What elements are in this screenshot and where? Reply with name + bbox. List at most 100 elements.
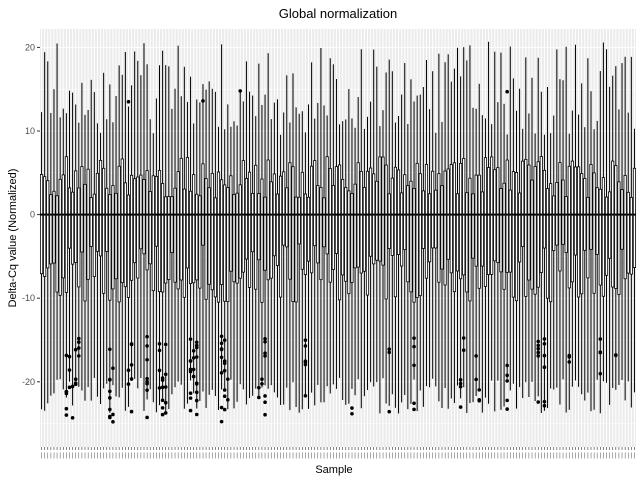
box	[126, 194, 131, 298]
x-tick-label: |	[510, 453, 512, 459]
box	[462, 158, 466, 276]
outlier-point	[126, 368, 131, 373]
x-tick-label: |	[482, 453, 484, 459]
box	[123, 182, 127, 288]
x-tick-label: |	[143, 453, 145, 459]
x-tick-label: |	[553, 453, 555, 459]
box	[359, 171, 363, 274]
x-tick-label: |	[205, 453, 207, 459]
outlier-point	[303, 362, 308, 367]
outlier-point	[536, 354, 541, 358]
box	[111, 185, 115, 290]
box	[254, 164, 258, 290]
box	[465, 192, 469, 293]
outlier-point	[461, 348, 466, 352]
outlier-point	[260, 377, 264, 381]
box	[629, 197, 633, 275]
x-tick-label: |	[159, 453, 161, 459]
outlier-point	[191, 367, 196, 372]
x-tick-label: |	[280, 453, 282, 459]
outlier-point	[111, 366, 115, 370]
outlier-point	[219, 334, 224, 339]
x-tick-label: |	[134, 453, 136, 459]
box	[421, 190, 425, 249]
box	[403, 174, 407, 251]
x-tick-label: |	[568, 453, 570, 459]
outlier-point	[458, 384, 463, 389]
box	[266, 159, 270, 281]
box	[372, 173, 376, 265]
box	[102, 167, 106, 294]
box	[434, 189, 438, 249]
box	[316, 185, 320, 264]
box	[486, 167, 491, 275]
box	[43, 176, 47, 277]
box	[151, 175, 155, 292]
outlier-point	[350, 406, 354, 410]
outlier-point	[260, 381, 264, 386]
x-tick-label: |	[308, 453, 310, 459]
x-tick-label: |	[320, 453, 322, 459]
outlier-point	[188, 396, 193, 400]
box	[229, 175, 233, 272]
x-tick-label: |	[317, 453, 319, 459]
x-tick-label: |	[603, 453, 605, 459]
box	[64, 156, 68, 293]
box	[98, 160, 103, 257]
x-tick-label: |	[572, 453, 574, 459]
x-tick-label: |	[87, 453, 89, 459]
x-tick-label: |	[578, 453, 580, 459]
box	[567, 165, 571, 289]
box	[220, 179, 224, 285]
x-tick-label: |	[435, 453, 437, 459]
box	[384, 164, 388, 300]
x-tick-label: |	[565, 453, 567, 459]
outlier-point	[387, 350, 392, 355]
x-tick-label: |	[128, 453, 130, 459]
x-tick-label: |	[342, 453, 344, 459]
x-tick-label: |	[286, 453, 288, 459]
outlier-point	[505, 407, 509, 411]
outlier-point	[73, 347, 78, 352]
box	[130, 174, 134, 281]
x-tick-label: |	[140, 453, 142, 459]
box	[192, 174, 196, 284]
outlier-point	[477, 398, 482, 402]
x-tick-label: |	[218, 453, 220, 459]
box	[105, 187, 109, 252]
outlier-point	[163, 372, 168, 377]
y-axis-title: Delta-Cq value (Normalized)	[7, 169, 19, 308]
x-tick-label: |	[404, 453, 406, 459]
box	[313, 160, 317, 247]
outlier-point	[160, 385, 165, 390]
outlier-point	[67, 368, 72, 372]
outlier-point	[70, 384, 75, 389]
outlier-point	[505, 398, 509, 403]
outlier-point	[536, 346, 541, 351]
x-tick-label: |	[426, 453, 428, 459]
box	[393, 166, 397, 298]
x-tick-label: |	[81, 453, 83, 459]
x-tick-label: |	[227, 453, 229, 459]
x-tick-label: |	[460, 453, 462, 459]
box	[285, 187, 289, 248]
box	[542, 169, 546, 249]
outlier-point	[194, 412, 199, 417]
x-tick-label: |	[559, 453, 561, 459]
x-tick-label: |	[534, 453, 536, 459]
x-tick-label: |	[367, 453, 369, 459]
outlier-point	[536, 400, 541, 404]
x-tick-label: |	[547, 453, 549, 459]
box	[518, 192, 522, 263]
x-tick-label: |	[423, 453, 425, 459]
box	[424, 163, 429, 279]
box	[223, 184, 227, 302]
box	[390, 177, 394, 256]
x-tick-label: |	[221, 453, 223, 459]
box	[331, 185, 335, 270]
box	[188, 190, 193, 284]
box	[521, 160, 525, 247]
outlier-point	[412, 336, 416, 340]
outlier-point	[226, 398, 230, 402]
